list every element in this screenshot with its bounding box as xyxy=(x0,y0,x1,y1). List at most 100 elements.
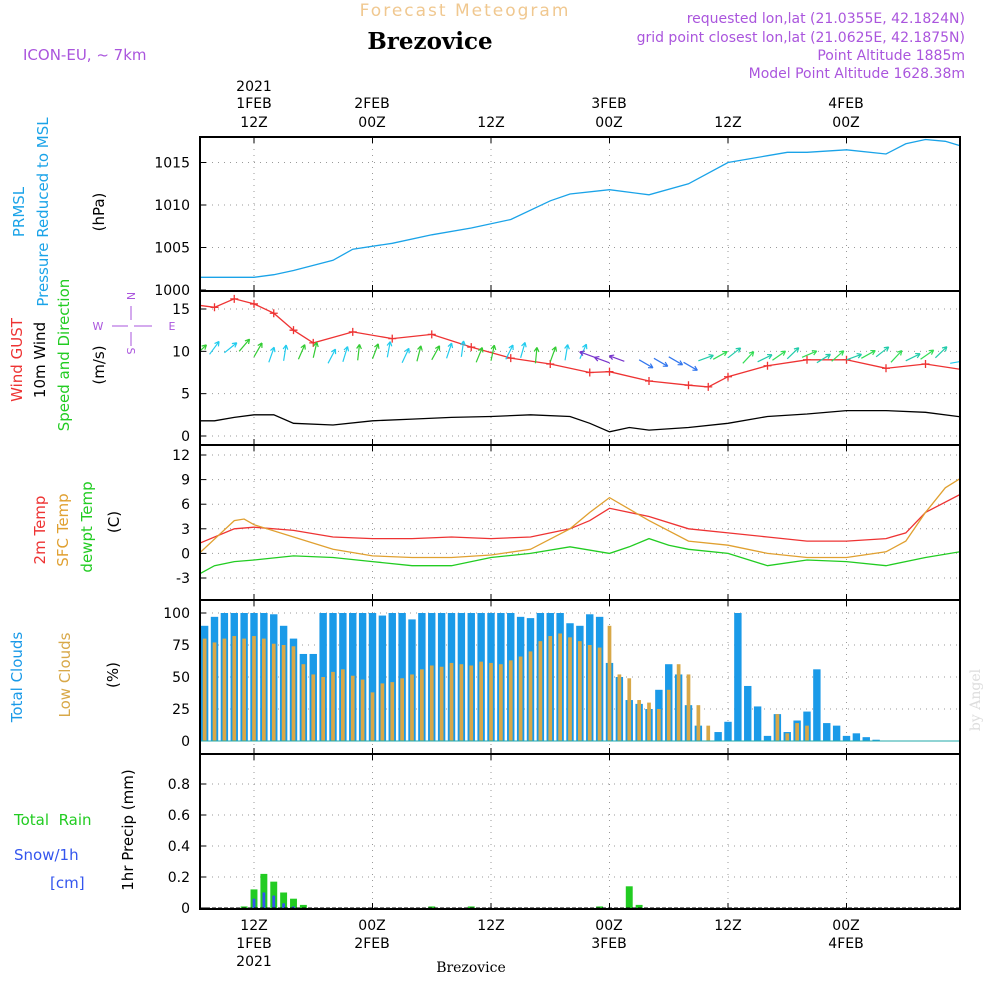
wind-arrow xyxy=(549,346,558,363)
low-cloud-bar xyxy=(400,678,404,741)
wind-arrow xyxy=(238,338,251,352)
low-cloud-bar xyxy=(568,637,572,741)
plot-area xyxy=(200,477,960,575)
bottom-date-2: 2FEB xyxy=(354,936,389,952)
gust-marker xyxy=(803,355,811,364)
y-tick-label: 12 xyxy=(172,448,190,464)
y-tick-label: 0 xyxy=(181,429,190,445)
low-cloud-bar xyxy=(380,683,385,741)
wind-arrow xyxy=(431,345,441,361)
low-cloud-bar xyxy=(390,682,395,741)
gust-marker xyxy=(704,382,713,391)
low-cloud-bar xyxy=(370,692,375,741)
gust-marker xyxy=(427,330,436,339)
temp-label-3: dewpt Temp xyxy=(78,481,96,572)
low-cloud-bar xyxy=(548,636,553,741)
low-cloud-bar xyxy=(558,633,562,741)
station-title: Brezovice xyxy=(367,28,492,55)
wind-arrow xyxy=(712,350,728,360)
point-altitude: Point Altitude 1885m xyxy=(817,48,965,64)
gust-marker xyxy=(684,381,693,390)
low-cloud-bar xyxy=(686,674,691,741)
low-cloud-bar xyxy=(666,689,671,741)
cloud-label-1: Total Clouds xyxy=(8,632,26,724)
precip-label-2: Snow/1h xyxy=(14,846,79,864)
low-cloud-bar xyxy=(637,700,641,741)
low-cloud-bar xyxy=(696,705,701,741)
total-cloud-bar xyxy=(358,613,367,741)
compass-rose: N S W E xyxy=(93,292,176,355)
wind-unit: (m/s) xyxy=(90,345,108,384)
rain-bar xyxy=(290,898,297,908)
series-10m-wind xyxy=(200,409,960,433)
clouds-panel: 0 25 50 75 100 xyxy=(163,599,961,755)
wind-arrow xyxy=(579,350,595,358)
low-cloud-bar xyxy=(795,723,799,741)
total-cloud-bar xyxy=(832,725,841,741)
wind-arrow xyxy=(875,346,890,358)
wind-arrow xyxy=(890,350,903,363)
bottom-date-1: 1FEB xyxy=(236,936,271,952)
series-prmsl xyxy=(200,138,960,278)
total-cloud-bar xyxy=(823,723,831,741)
wind-arrow xyxy=(371,343,380,360)
y-tick-label: 0.8 xyxy=(168,777,190,793)
wind-arrow xyxy=(965,357,981,362)
wind-arrow xyxy=(297,344,306,360)
plot-area xyxy=(200,138,960,278)
top-date-2: 2FEB xyxy=(354,96,389,112)
low-cloud-bar xyxy=(518,656,523,741)
gust-marker xyxy=(763,361,772,370)
gust-marker xyxy=(506,354,515,363)
wind-arrow xyxy=(416,345,423,362)
low-cloud-bar xyxy=(321,677,325,741)
low-cloud-bar xyxy=(528,651,533,741)
wind-arrow xyxy=(253,342,263,358)
low-cloud-bar xyxy=(212,642,217,741)
bottom-hour-4: 00Z xyxy=(595,918,622,934)
temp-unit: (C) xyxy=(105,511,123,533)
snow-bar xyxy=(272,895,276,908)
low-cloud-bar xyxy=(538,641,543,741)
pressure-labels: PRMSL Pressure Reduced to MSL (hPa) xyxy=(10,117,108,307)
total-cloud-bar xyxy=(388,613,396,741)
bottom-date-4: 3FEB xyxy=(591,936,626,952)
gust-marker xyxy=(250,299,258,308)
wind-label-1: Wind GUST xyxy=(8,317,26,402)
wind-arrow xyxy=(683,361,698,371)
rain-bar xyxy=(635,904,643,908)
wind-arrow xyxy=(268,346,276,363)
wind-arrow xyxy=(995,354,1000,359)
low-cloud-bar xyxy=(597,647,602,741)
y-tick-label: 0 xyxy=(181,546,190,562)
low-cloud-bar xyxy=(657,709,661,741)
top-time-axis: 2021 1FEB 12Z 2FEB 00Z 12Z 3FEB 00Z 12Z … xyxy=(236,79,864,131)
y-tick-label: 5 xyxy=(181,387,190,403)
snow-bar xyxy=(262,892,266,908)
bottom-year: 2021 xyxy=(236,954,272,970)
compass-w: W xyxy=(93,320,104,333)
wind-arrow xyxy=(816,353,831,364)
low-cloud-bar xyxy=(607,625,612,741)
low-cloud-bar xyxy=(301,664,306,741)
total-cloud-bar xyxy=(734,613,742,741)
series-sfc-temp xyxy=(200,477,960,559)
precip-unit: 1hr Precip (mm) xyxy=(119,769,137,890)
temperature-panel: -3 0 3 6 9 12 xyxy=(172,444,961,601)
y-tick-label: 50 xyxy=(172,670,190,686)
total-cloud-bar xyxy=(191,613,198,741)
low-cloud-bar xyxy=(202,638,207,741)
precip-labels: Total Rain Snow/1h [cm] 1hr Precip (mm) xyxy=(13,769,137,892)
top-date-4: 3FEB xyxy=(591,96,626,112)
low-cloud-bar xyxy=(291,646,296,741)
gust-marker xyxy=(724,372,732,381)
y-tick-label: 9 xyxy=(181,473,190,489)
low-cloud-bar xyxy=(429,665,434,741)
y-tick-label: 10 xyxy=(172,344,190,360)
top-hour-2: 00Z xyxy=(358,115,385,131)
wind-label-2: 10m Wind xyxy=(31,322,49,398)
grid-point-coords: grid point closest lon,lat (21.0625E, 42… xyxy=(637,30,965,46)
low-cloud-bar xyxy=(459,664,464,741)
low-cloud-bar xyxy=(350,675,355,741)
